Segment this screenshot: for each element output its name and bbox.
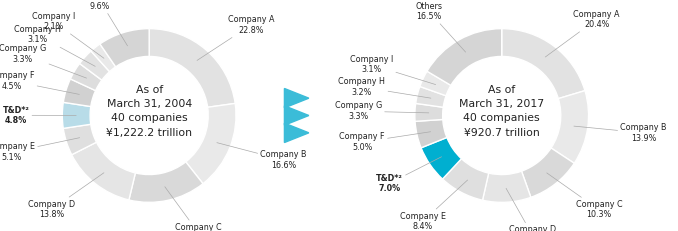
Text: As of
March 31, 2017
40 companies
¥920.7 trillion: As of March 31, 2017 40 companies ¥920.7… (459, 85, 544, 138)
Wedge shape (63, 124, 96, 155)
Text: Company F
4.5%: Company F 4.5% (0, 71, 79, 94)
Text: Company H
3.1%: Company H 3.1% (14, 25, 95, 66)
Wedge shape (502, 29, 585, 99)
Wedge shape (415, 103, 443, 121)
Wedge shape (79, 51, 110, 80)
Polygon shape (285, 88, 309, 108)
Wedge shape (63, 79, 96, 106)
Text: Others
16.5%: Others 16.5% (416, 2, 466, 52)
Text: Company I
2.1%: Company I 2.1% (32, 12, 104, 58)
Wedge shape (521, 148, 574, 197)
Wedge shape (443, 159, 489, 200)
Text: Others
9.6%: Others 9.6% (87, 0, 127, 46)
Text: Company B
13.9%: Company B 13.9% (574, 123, 666, 143)
Wedge shape (91, 44, 116, 72)
Wedge shape (420, 71, 451, 96)
Text: Company B
16.6%: Company B 16.6% (217, 143, 307, 170)
Polygon shape (285, 106, 309, 125)
Text: Company A
20.4%: Company A 20.4% (545, 10, 620, 57)
Wedge shape (186, 103, 236, 184)
Wedge shape (415, 119, 447, 148)
Text: Company G
3.3%: Company G 3.3% (0, 44, 87, 78)
Wedge shape (71, 64, 102, 91)
Wedge shape (551, 91, 589, 163)
Wedge shape (62, 102, 91, 128)
Text: Company D
9.0%: Company D 9.0% (506, 188, 556, 231)
Polygon shape (285, 123, 309, 143)
Wedge shape (427, 29, 502, 85)
Text: Company E
8.4%: Company E 8.4% (400, 180, 468, 231)
Text: Company C
10.3%: Company C 10.3% (546, 173, 622, 219)
Wedge shape (149, 29, 235, 107)
Text: Company C
14.4%: Company C 14.4% (165, 187, 222, 231)
Text: Company G
3.3%: Company G 3.3% (335, 101, 428, 121)
Wedge shape (129, 162, 203, 202)
Text: Company D
13.8%: Company D 13.8% (28, 173, 104, 219)
Text: As of
March 31, 2004
40 companies
¥1,222.2 trillion: As of March 31, 2004 40 companies ¥1,222… (106, 85, 192, 138)
Text: Company I
3.1%: Company I 3.1% (350, 55, 436, 85)
Wedge shape (483, 171, 531, 202)
Text: Company A
22.8%: Company A 22.8% (197, 15, 275, 61)
Text: Company E
5.1%: Company E 5.1% (0, 138, 79, 162)
Wedge shape (416, 86, 446, 107)
Wedge shape (421, 137, 462, 179)
Wedge shape (72, 142, 136, 200)
Text: T&D*²
4.8%: T&D*² 4.8% (3, 106, 76, 125)
Text: Company F
5.0%: Company F 5.0% (340, 132, 431, 152)
Text: T&D*²
7.0%: T&D*² 7.0% (376, 157, 441, 193)
Text: Company H
3.2%: Company H 3.2% (338, 77, 431, 98)
Wedge shape (100, 29, 149, 67)
